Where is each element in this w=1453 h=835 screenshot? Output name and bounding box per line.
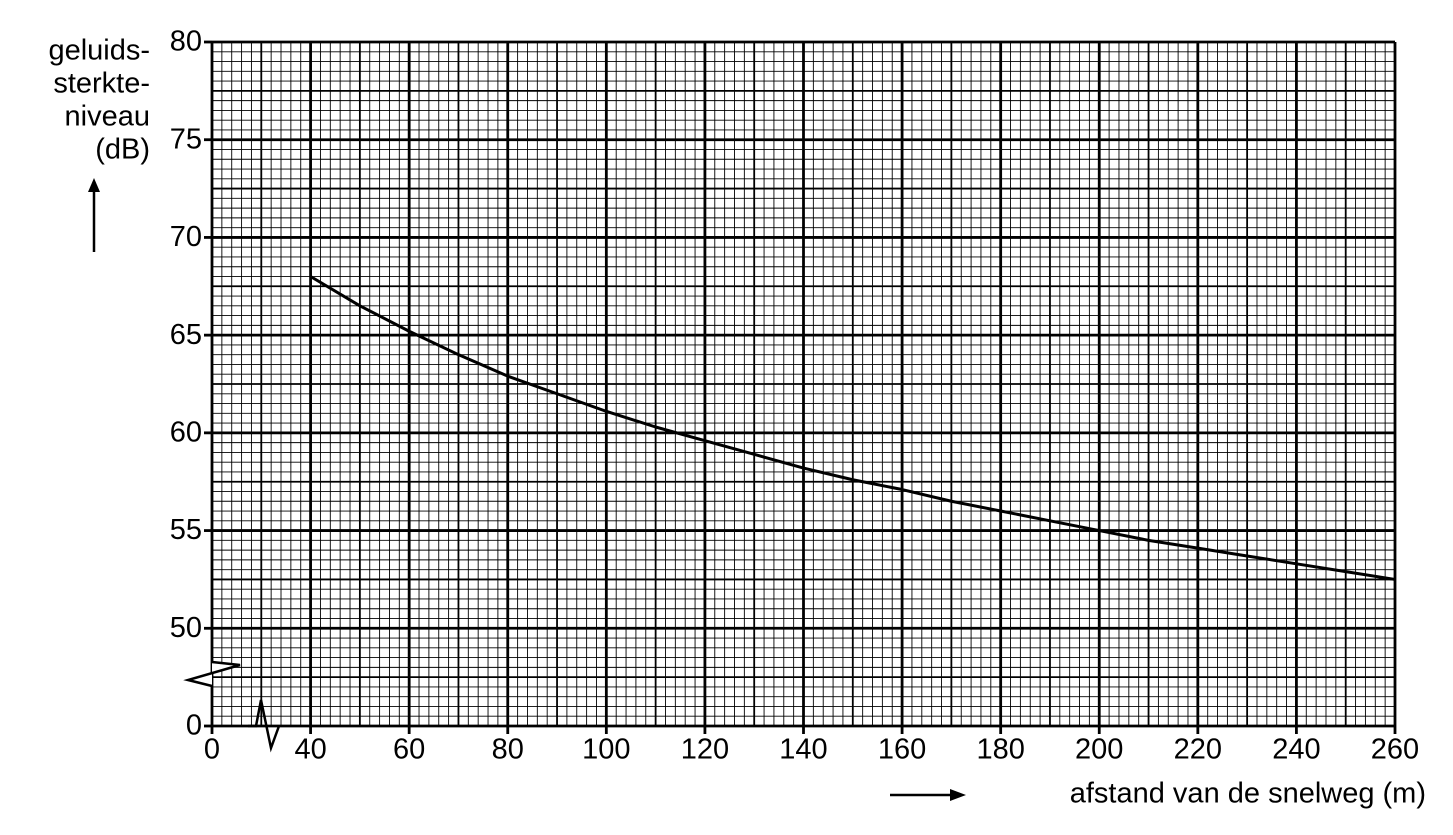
y-axis-break (183, 660, 241, 688)
x-axis-label: afstand van de snelweg (m) (1070, 778, 1426, 810)
y-arrow-head (88, 178, 100, 192)
graph-paper: 0 40 60 80 100 120 140 160 180 200 220 240 260 0 50 55 6… (48, 26, 1419, 766)
x-axis-break (248, 699, 281, 753)
x-tick-label: 120 (681, 734, 729, 766)
x-tick-label: 60 (393, 734, 425, 766)
y-tick-label: 55 (170, 514, 202, 546)
x-tick-label: 260 (1371, 734, 1419, 766)
y-tick-label: 50 (170, 612, 202, 644)
x-tick-label: 100 (582, 734, 630, 766)
y-tick-label: 75 (170, 123, 202, 155)
y-tick-label: 60 (170, 417, 202, 449)
y-axis-label: geluids- (48, 35, 150, 67)
x-tick-label: 180 (976, 734, 1024, 766)
y-tick-label: 80 (170, 26, 202, 58)
plot (309, 275, 1396, 581)
x-tick-label: 240 (1272, 734, 1320, 766)
x-tick-label: 160 (878, 734, 926, 766)
y-axis-label: niveau (65, 101, 150, 133)
x-tick-label: 80 (492, 734, 524, 766)
y-axis-label: sterkte- (53, 68, 150, 100)
x-tick-label: 140 (779, 734, 827, 766)
x-arrow-head (950, 789, 966, 801)
data-line (309, 275, 1396, 581)
x-tick-label: 0 (204, 734, 220, 766)
x-tick-label: 220 (1174, 734, 1222, 766)
y-tick-label: 0 (186, 710, 202, 742)
y-axis-label: (dB) (95, 134, 150, 166)
y-tick-label: 65 (170, 319, 202, 351)
x-tick-label: 200 (1075, 734, 1123, 766)
y-tick-label: 70 (170, 221, 202, 253)
x-tick-label: 40 (294, 734, 326, 766)
